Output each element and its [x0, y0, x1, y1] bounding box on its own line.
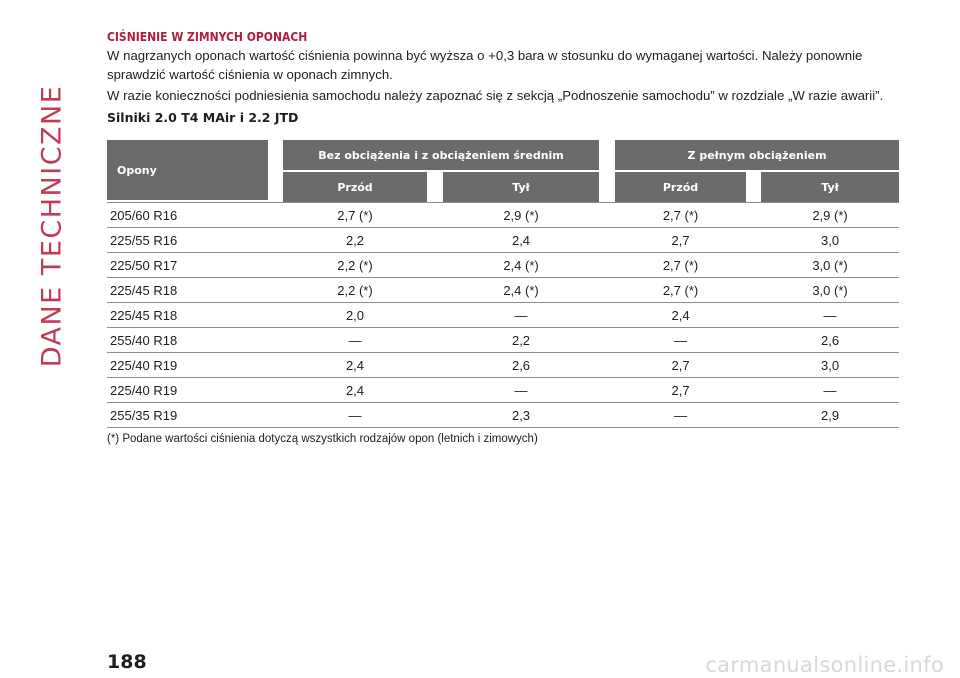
- pressure-cell-noload-front: 2,2 (*): [283, 253, 427, 278]
- pressure-cell-full-rear: —: [761, 378, 900, 403]
- page-number: 188: [107, 651, 147, 673]
- tyre-size-cell: 205/60 R16: [107, 202, 268, 228]
- table-row: 225/45 R18 2,0 — 2,4 —: [107, 303, 900, 328]
- pressure-cell-noload-rear: 2,3: [443, 403, 600, 428]
- pressure-cell-full-rear: 3,0 (*): [761, 278, 900, 303]
- col-header-rear: Tył: [761, 172, 900, 202]
- table-row: 225/55 R16 2,2 2,4 2,7 3,0: [107, 228, 900, 253]
- pressure-cell-noload-rear: —: [443, 303, 600, 328]
- pressure-cell-noload-front: 2,0: [283, 303, 427, 328]
- pressure-cell-noload-rear: —: [443, 378, 600, 403]
- pressure-cell-full-front: 2,7: [615, 353, 747, 378]
- table-row: 225/50 R17 2,2 (*) 2,4 (*) 2,7 (*) 3,0 (*): [107, 253, 900, 278]
- pressure-cell-full-rear: 2,9 (*): [761, 202, 900, 228]
- tyre-size-cell: 225/55 R16: [107, 228, 268, 253]
- pressure-cell-full-front: 2,4: [615, 303, 747, 328]
- pressure-cell-full-rear: 2,9: [761, 403, 900, 428]
- paragraph-warm-tyres: W nagrzanych oponach wartość ciśnienia p…: [107, 48, 863, 82]
- pressure-cell-full-front: 2,7: [615, 228, 747, 253]
- pressure-cell-noload-rear: 2,4 (*): [443, 253, 600, 278]
- pressure-cell-noload-rear: 2,4: [443, 228, 600, 253]
- engines-heading: Silniki 2.0 T4 MAir i 2.2 JTD: [107, 110, 299, 125]
- pressure-cell-noload-front: 2,2 (*): [283, 278, 427, 303]
- table-row: 225/40 R19 2,4 — 2,7 —: [107, 378, 900, 403]
- col-header-front: Przód: [283, 172, 427, 202]
- section-heading: CIŚNIENIE W ZIMNYCH OPONACH: [107, 30, 308, 44]
- pressure-cell-full-front: —: [615, 328, 747, 353]
- table-row: 255/40 R18 — 2,2 — 2,6: [107, 328, 900, 353]
- table-row: 255/35 R19 — 2,3 — 2,9: [107, 403, 900, 428]
- pressure-cell-full-rear: 2,6: [761, 328, 900, 353]
- tyre-size-cell: 255/35 R19: [107, 403, 268, 428]
- pressure-cell-full-rear: 3,0: [761, 353, 900, 378]
- tyre-size-cell: 225/45 R18: [107, 303, 268, 328]
- tyre-size-cell: 225/40 R19: [107, 353, 268, 378]
- col-header-rear: Tył: [443, 172, 600, 202]
- pressure-cell-noload-front: —: [283, 403, 427, 428]
- chapter-side-title: DANE TECHNICZNE: [36, 84, 68, 368]
- pressure-cell-noload-rear: 2,4 (*): [443, 278, 600, 303]
- pressure-cell-full-front: 2,7: [615, 378, 747, 403]
- paragraph-lifting: W razie konieczności podniesienia samoch…: [107, 88, 884, 103]
- table-body: 205/60 R16 2,7 (*) 2,9 (*) 2,7 (*) 2,9 (*) 22…: [107, 202, 900, 428]
- table-row: 225/40 R19 2,4 2,6 2,7 3,0: [107, 353, 900, 378]
- tyre-size-cell: 225/45 R18: [107, 278, 268, 303]
- tyres-column-header: Opony: [107, 140, 268, 202]
- pressure-cell-noload-front: 2,2: [283, 228, 427, 253]
- tyre-size-cell: 225/50 R17: [107, 253, 268, 278]
- pressure-cell-noload-rear: 2,6: [443, 353, 600, 378]
- table-row: 205/60 R16 2,7 (*) 2,9 (*) 2,7 (*) 2,9 (*): [107, 202, 900, 228]
- pressure-cell-full-front: 2,7 (*): [615, 278, 747, 303]
- tyre-size-cell: 255/40 R18: [107, 328, 268, 353]
- pressure-cell-noload-front: 2,7 (*): [283, 202, 427, 228]
- pressure-cell-full-front: —: [615, 403, 747, 428]
- pressure-cell-noload-front: 2,4: [283, 378, 427, 403]
- pressure-cell-full-rear: 3,0: [761, 228, 900, 253]
- pressure-cell-full-rear: 3,0 (*): [761, 253, 900, 278]
- pressure-cell-noload-front: 2,4: [283, 353, 427, 378]
- group-header-full-load: Z pełnym obciążeniem: [615, 140, 900, 172]
- table-row: 225/45 R18 2,2 (*) 2,4 (*) 2,7 (*) 3,0 (*): [107, 278, 900, 303]
- footnote: (*) Podane wartości ciśnienia dotyczą ws…: [107, 433, 538, 445]
- tyre-pressure-table: Opony Bez obciążenia i z obciążeniem śre…: [107, 140, 900, 428]
- group-header-no-load: Bez obciążenia i z obciążeniem średnim: [283, 140, 600, 172]
- tyre-size-cell: 225/40 R19: [107, 378, 268, 403]
- pressure-cell-noload-rear: 2,9 (*): [443, 202, 600, 228]
- col-header-front: Przód: [615, 172, 747, 202]
- watermark: carmanualsonline.info: [705, 653, 944, 677]
- pressure-cell-full-rear: —: [761, 303, 900, 328]
- page-content: CIŚNIENIE W ZIMNYCH OPONACH W nagrzanych…: [107, 29, 900, 447]
- pressure-cell-full-front: 2,7 (*): [615, 202, 747, 228]
- pressure-cell-full-front: 2,7 (*): [615, 253, 747, 278]
- pressure-cell-noload-front: —: [283, 328, 427, 353]
- pressure-cell-noload-rear: 2,2: [443, 328, 600, 353]
